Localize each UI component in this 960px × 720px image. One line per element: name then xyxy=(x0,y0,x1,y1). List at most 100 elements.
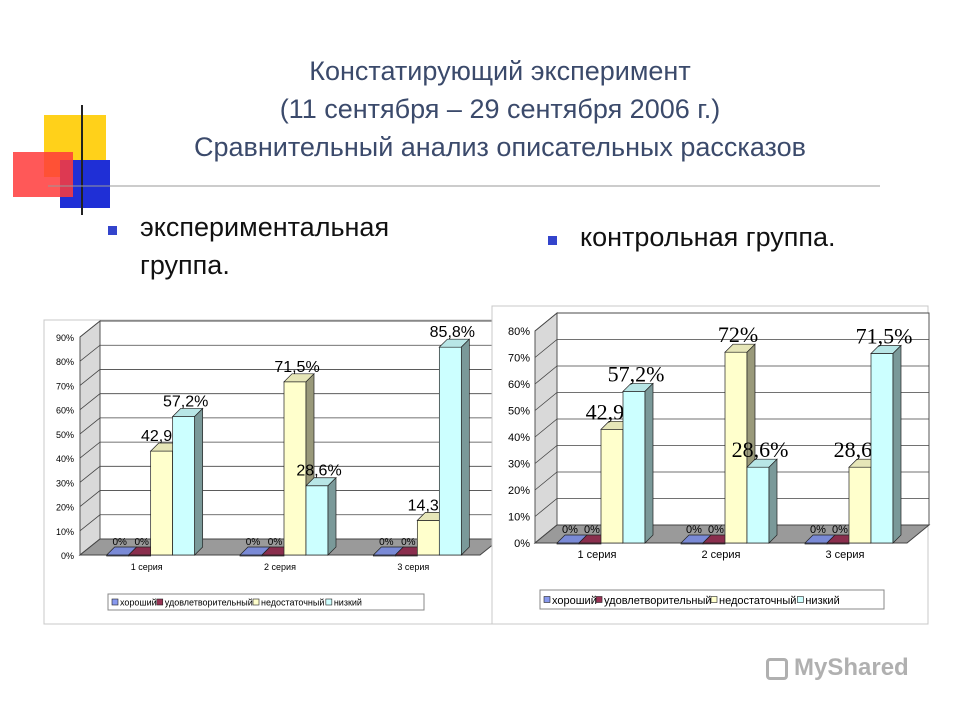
legend-label: хороший xyxy=(120,598,157,608)
myshared-logo: MyShared xyxy=(766,654,909,682)
title-line-3: Сравнительный анализ описательных расска… xyxy=(194,132,806,162)
data-label: 0% xyxy=(562,524,578,536)
data-label: 85,8% xyxy=(430,324,475,341)
x-tick-label: 3 серия xyxy=(825,549,864,561)
legend-swatch xyxy=(111,598,119,606)
y-tick-label: 60% xyxy=(508,379,530,391)
y-tick-label: 80% xyxy=(508,326,530,338)
y-tick-label: 70% xyxy=(508,353,530,365)
gridline xyxy=(534,498,929,517)
y-tick-label: 40% xyxy=(508,432,530,444)
legend-swatch xyxy=(156,598,164,606)
bar-1-3-front xyxy=(746,466,770,544)
legend-label: низкий xyxy=(334,598,362,608)
legend-swatch xyxy=(252,598,260,606)
bar-0-3-side xyxy=(194,407,204,556)
data-label: 28,6% xyxy=(732,437,789,462)
bar-1-3-side xyxy=(768,458,778,544)
x-tick-label: 3 серия xyxy=(397,562,429,572)
title-line-1: Констатирующий эксперимент xyxy=(309,56,691,86)
x-tick-label: 2 серия xyxy=(264,562,296,572)
data-label: 0% xyxy=(268,537,283,548)
gridline xyxy=(79,514,500,532)
y-tick-label: 10% xyxy=(56,527,74,537)
data-label: 28,6% xyxy=(296,463,341,480)
gridline xyxy=(534,418,929,438)
data-label: 0% xyxy=(584,524,600,536)
gridline xyxy=(79,320,500,338)
x-tick-label: 2 серия xyxy=(701,549,740,561)
legend-swatch xyxy=(325,598,333,606)
y-tick-label: 0% xyxy=(514,538,530,550)
gridline xyxy=(79,393,500,410)
y-tick-label: 0% xyxy=(61,551,74,561)
data-label: 0% xyxy=(401,537,416,548)
decor-red-square xyxy=(13,152,73,197)
gridline xyxy=(79,441,500,459)
bullet-left-line2: группа. xyxy=(140,250,230,280)
gridline xyxy=(534,312,929,332)
bullet-square-icon xyxy=(548,236,557,245)
bar-2-3-side xyxy=(892,344,902,544)
gridline xyxy=(79,417,500,435)
data-label: 0% xyxy=(708,524,724,536)
data-label: 0% xyxy=(810,524,826,536)
bar-2-3-front xyxy=(870,353,894,544)
bullet-experimental-group: экспериментальная группа. xyxy=(108,208,390,284)
legend-label: недостаточный xyxy=(719,595,796,607)
bar-1-3-side xyxy=(327,476,337,556)
y-tick-label: 20% xyxy=(56,503,74,513)
legend-swatch xyxy=(543,596,551,603)
legend-swatch xyxy=(797,596,804,603)
gridline xyxy=(534,471,929,491)
bullet-control-group: контрольная группа. xyxy=(548,218,836,256)
y-tick-label: 10% xyxy=(508,512,530,524)
bar-0-3-front xyxy=(622,391,646,544)
gridline xyxy=(79,344,500,362)
legend-label: низкий xyxy=(805,595,839,607)
data-label: 0% xyxy=(379,537,394,548)
gridline xyxy=(79,490,500,507)
gridline xyxy=(534,339,929,358)
y-tick-label: 50% xyxy=(508,406,530,418)
x-tick-label: 1 серия xyxy=(131,562,163,572)
logo-icon xyxy=(766,657,788,680)
y-tick-label: 30% xyxy=(56,478,74,488)
logo-text: MyShared xyxy=(794,654,909,681)
x-tick-label: 1 серия xyxy=(577,549,616,561)
bar-0-2-front xyxy=(600,428,624,544)
data-label: 71,5% xyxy=(856,324,913,349)
bullet-right-label: контрольная группа. xyxy=(580,222,836,252)
y-tick-label: 30% xyxy=(508,459,530,471)
gridline xyxy=(79,369,500,386)
bullet-square-icon xyxy=(108,226,117,235)
legend-box xyxy=(107,593,425,611)
y-tick-label: 60% xyxy=(56,406,74,416)
data-label: 72% xyxy=(718,322,758,347)
legend-label: удовлетворительный xyxy=(165,598,253,608)
data-label: 57,2% xyxy=(608,361,665,386)
data-label: 0% xyxy=(832,524,848,536)
data-label: 0% xyxy=(112,537,127,548)
y-tick-label: 80% xyxy=(56,357,74,367)
legend-swatch xyxy=(710,596,718,603)
data-label: 0% xyxy=(686,524,702,536)
data-label: 0% xyxy=(134,537,149,548)
bar-2-2-front xyxy=(848,466,872,544)
bar-0-3-side xyxy=(644,382,654,544)
legend-label: удовлетворительный xyxy=(604,595,712,607)
y-tick-label: 50% xyxy=(56,430,74,440)
gridline xyxy=(534,365,929,385)
gridline xyxy=(79,465,500,483)
legend-label: хороший xyxy=(552,595,597,607)
gridline xyxy=(534,445,929,464)
gridline xyxy=(534,392,929,411)
bar-2-3-side xyxy=(460,338,470,556)
y-tick-label: 70% xyxy=(56,381,74,391)
data-label: 71,5% xyxy=(274,359,319,376)
bullet-left-line1: экспериментальная xyxy=(140,212,390,242)
y-tick-label: 90% xyxy=(56,333,74,343)
legend-label: недостаточный xyxy=(261,598,324,608)
